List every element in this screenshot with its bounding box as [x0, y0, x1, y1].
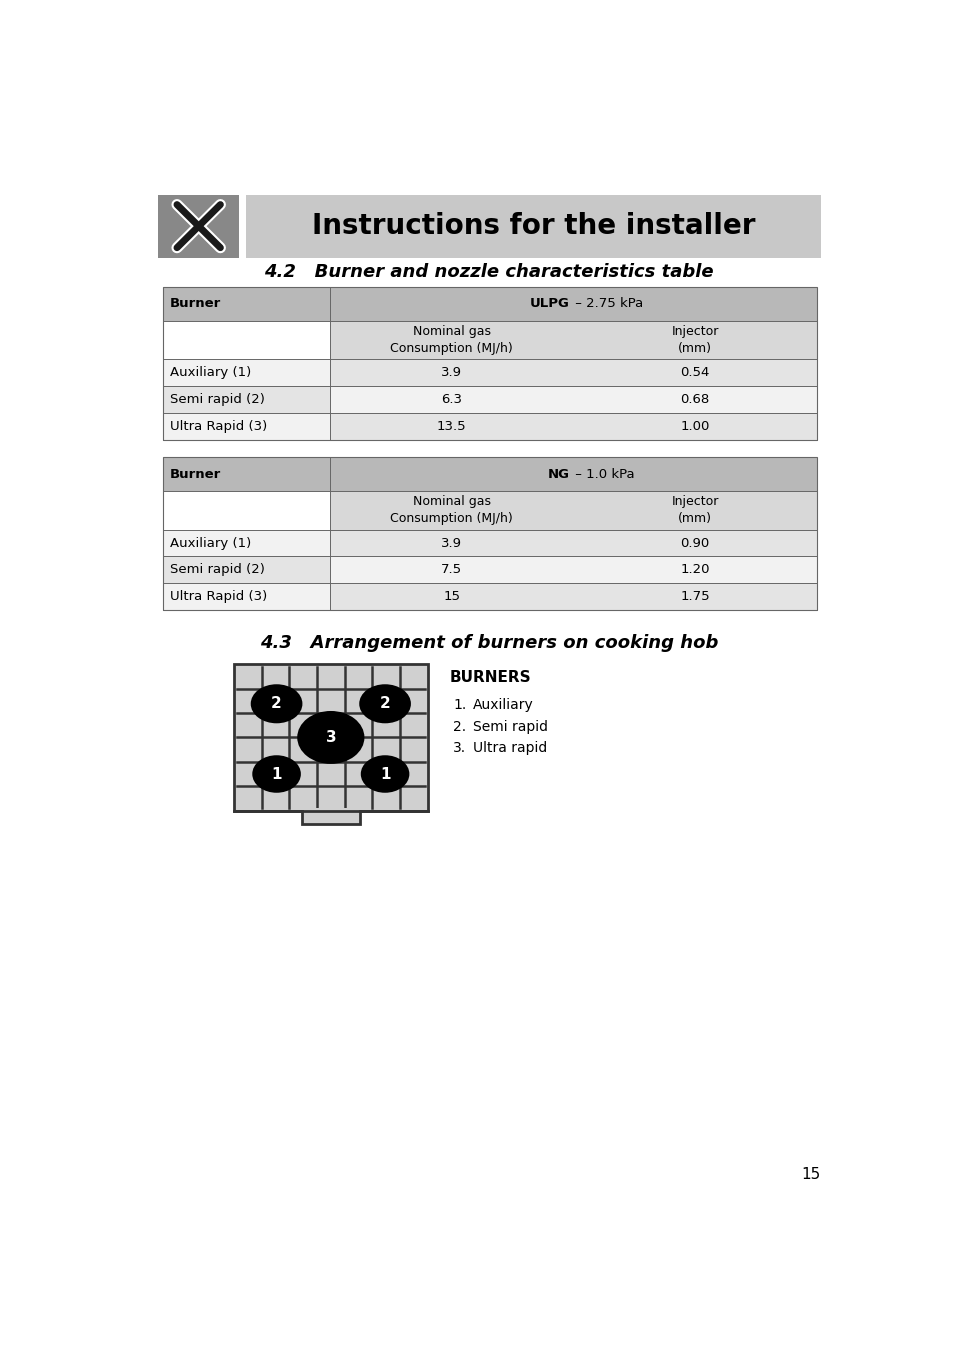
Text: Nominal gas
Consumption (MJ/h): Nominal gas Consumption (MJ/h)	[390, 324, 513, 356]
Bar	[330, 584, 573, 610]
Text: Semi rapid (2): Semi rapid (2)	[170, 393, 264, 407]
Bar	[163, 387, 330, 414]
Bar	[163, 360, 330, 387]
Ellipse shape	[298, 713, 363, 763]
Text: 3.9: 3.9	[440, 366, 462, 380]
Ellipse shape	[361, 756, 408, 792]
Text: Burner: Burner	[170, 297, 221, 311]
Text: 2.: 2.	[453, 719, 466, 734]
Text: Ultra Rapid (3): Ultra Rapid (3)	[170, 591, 267, 603]
Bar	[573, 360, 816, 387]
Bar	[163, 457, 816, 610]
Bar	[163, 457, 816, 491]
Text: NG: NG	[547, 468, 569, 480]
Ellipse shape	[253, 756, 299, 792]
Bar	[163, 491, 330, 530]
Text: – 1.0 kPa: – 1.0 kPa	[571, 468, 634, 480]
Bar	[330, 360, 573, 387]
Bar	[330, 530, 573, 557]
Bar	[301, 811, 359, 825]
Text: 7.5: 7.5	[440, 564, 462, 576]
Text: Nominal gas
Consumption (MJ/h): Nominal gas Consumption (MJ/h)	[390, 495, 513, 526]
Text: 15: 15	[801, 1167, 820, 1182]
Bar	[330, 491, 573, 530]
Text: 15: 15	[443, 591, 459, 603]
Text: Auxiliary: Auxiliary	[472, 698, 533, 713]
Bar	[163, 557, 330, 584]
Text: 3.: 3.	[453, 741, 466, 756]
Text: 0.68: 0.68	[679, 393, 709, 407]
Text: 1.20: 1.20	[679, 564, 709, 576]
Bar	[233, 664, 427, 811]
Text: – 2.75 kPa: – 2.75 kPa	[571, 297, 642, 311]
Text: Semi rapid (2): Semi rapid (2)	[170, 564, 264, 576]
Text: 3.9: 3.9	[440, 537, 462, 549]
Bar	[330, 557, 573, 584]
Text: 4.2   Burner and nozzle characteristics table: 4.2 Burner and nozzle characteristics ta…	[264, 262, 713, 281]
Bar	[163, 584, 330, 610]
Bar	[163, 287, 816, 441]
Text: Auxiliary (1): Auxiliary (1)	[170, 537, 251, 549]
Text: 1.: 1.	[453, 698, 466, 713]
Bar	[330, 414, 573, 441]
Bar	[163, 320, 330, 360]
Bar	[330, 320, 573, 360]
Ellipse shape	[252, 685, 301, 722]
Bar	[163, 287, 816, 320]
Text: 3: 3	[325, 730, 335, 745]
Text: 2: 2	[379, 696, 390, 711]
Text: Auxiliary (1): Auxiliary (1)	[170, 366, 251, 380]
Text: Instructions for the installer: Instructions for the installer	[312, 212, 755, 241]
Bar	[573, 387, 816, 414]
Text: 1: 1	[271, 767, 281, 781]
Text: Ultra Rapid (3): Ultra Rapid (3)	[170, 420, 267, 433]
Bar	[573, 557, 816, 584]
Text: 6.3: 6.3	[440, 393, 462, 407]
Bar	[573, 414, 816, 441]
Bar	[163, 530, 330, 557]
Bar	[330, 387, 573, 414]
Text: BURNERS: BURNERS	[449, 671, 531, 685]
Bar	[158, 195, 239, 258]
Ellipse shape	[360, 685, 410, 722]
Text: Ultra rapid: Ultra rapid	[472, 741, 546, 756]
Bar	[245, 195, 821, 258]
Bar	[573, 584, 816, 610]
Text: 1: 1	[379, 767, 390, 781]
Text: 13.5: 13.5	[436, 420, 466, 433]
Text: 1.75: 1.75	[679, 591, 709, 603]
Bar	[573, 491, 816, 530]
Bar	[301, 808, 359, 825]
Text: 4.3   Arrangement of burners on cooking hob: 4.3 Arrangement of burners on cooking ho…	[259, 634, 718, 652]
Bar	[573, 530, 816, 557]
Text: Semi rapid: Semi rapid	[472, 719, 547, 734]
Text: Injector
(mm): Injector (mm)	[671, 324, 718, 356]
Text: 2: 2	[271, 696, 282, 711]
Bar	[573, 320, 816, 360]
Text: 0.90: 0.90	[679, 537, 709, 549]
Text: 0.54: 0.54	[679, 366, 709, 380]
Text: Burner: Burner	[170, 468, 221, 480]
Text: ULPG: ULPG	[529, 297, 569, 311]
Text: Injector
(mm): Injector (mm)	[671, 495, 718, 526]
Text: 1.00: 1.00	[679, 420, 709, 433]
Bar	[163, 414, 330, 441]
